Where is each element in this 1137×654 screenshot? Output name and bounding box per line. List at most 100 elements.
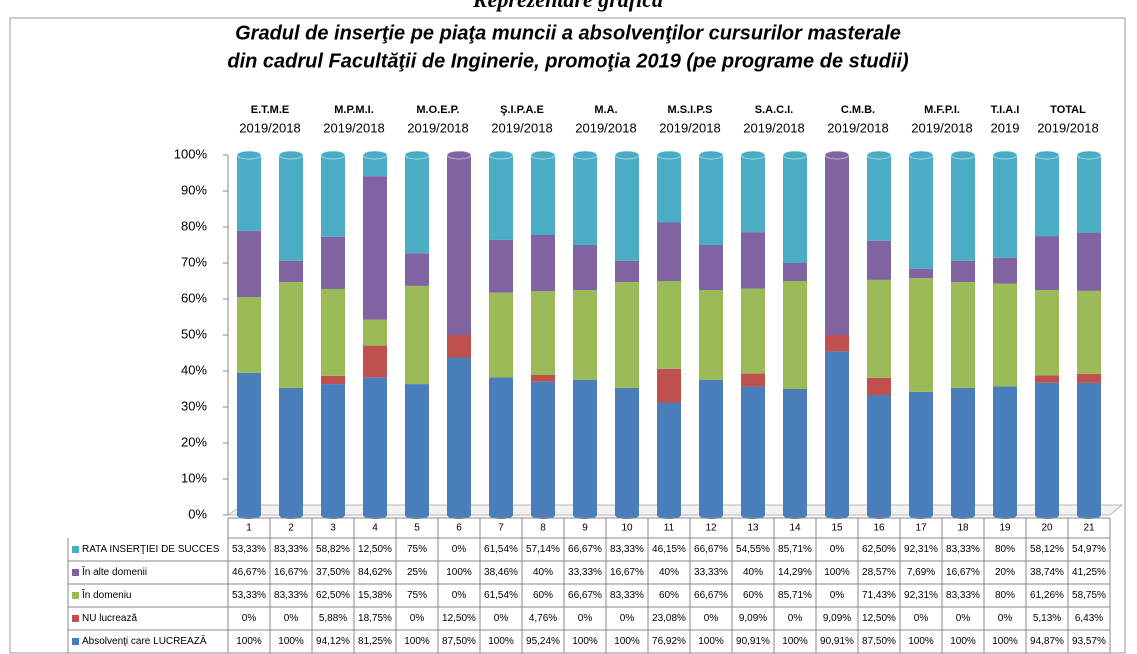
bar-segment <box>321 288 345 376</box>
bar-segment <box>1035 290 1059 376</box>
bar-segment <box>993 386 1017 515</box>
y-tick-label: 50% <box>181 326 207 341</box>
bar-segment <box>699 289 723 381</box>
bar-segment <box>447 335 471 358</box>
bar-segment <box>615 387 639 515</box>
value-label: 83,33% <box>610 590 644 601</box>
bar-segment <box>615 260 639 283</box>
value-label: 0% <box>788 613 803 624</box>
bar-segment <box>363 176 387 320</box>
group-name: T.I.A.I <box>991 104 1020 116</box>
x-tick-label: 3 <box>330 523 336 534</box>
bar-segment <box>657 155 681 223</box>
bar-segment <box>279 282 303 388</box>
bar-segment <box>699 380 723 515</box>
cylinder-cap <box>992 150 1018 160</box>
bar-segment <box>993 283 1017 387</box>
value-label: 75% <box>407 590 427 601</box>
group-name: M.P.M.I. <box>334 104 374 116</box>
bar-segment <box>1077 232 1101 291</box>
bar-segment <box>321 375 345 385</box>
bar-segment <box>867 377 891 395</box>
value-label: 95,24% <box>526 636 560 647</box>
group-name: E.T.M.E <box>251 104 290 116</box>
bar-segment <box>237 297 261 373</box>
value-label: 100% <box>236 636 262 647</box>
value-label: 5,13% <box>1033 613 1061 624</box>
group-year: 2019/2018 <box>743 120 804 135</box>
value-label: 18,75% <box>358 613 392 624</box>
value-label: 0% <box>242 613 257 624</box>
y-tick-label: 10% <box>181 470 207 485</box>
bar-segment <box>993 257 1017 284</box>
value-label: 12,50% <box>862 613 896 624</box>
value-label: 100% <box>698 636 724 647</box>
value-label: 0% <box>620 613 635 624</box>
value-label: 100% <box>782 636 808 647</box>
legend-swatch <box>72 592 79 599</box>
group-year: 2019/2018 <box>491 120 552 135</box>
value-label: 40% <box>533 567 553 578</box>
x-tick-label: 1 <box>246 523 252 534</box>
group-year: 2019/2018 <box>239 120 300 135</box>
value-label: 90,91% <box>820 636 854 647</box>
bar-segment <box>279 260 303 283</box>
group-year: 2019/2018 <box>575 120 636 135</box>
value-label: 83,33% <box>274 590 308 601</box>
value-label: 58,12% <box>1030 544 1064 555</box>
bar-segment <box>489 377 513 515</box>
legend-label: În alte domenii <box>81 565 147 578</box>
value-label: 100% <box>446 567 472 578</box>
cylinder-cap <box>446 150 472 160</box>
value-label: 85,71% <box>778 544 812 555</box>
bar-segment <box>909 155 933 269</box>
legend-label: În domeniu <box>81 588 131 601</box>
group-name: M.F.P.I. <box>924 104 960 116</box>
cylinder-cap <box>1076 150 1102 160</box>
cylinder-cap <box>362 150 388 160</box>
value-label: 23,08% <box>652 613 686 624</box>
value-label: 9,09% <box>739 613 767 624</box>
bar-segment <box>909 278 933 392</box>
cylinder-cap <box>656 150 682 160</box>
value-label: 84,62% <box>358 567 392 578</box>
value-label: 81,25% <box>358 636 392 647</box>
x-tick-label: 11 <box>664 523 675 534</box>
legend-swatch <box>72 569 79 576</box>
bar-segment <box>489 239 513 293</box>
bar-segment <box>1077 155 1101 233</box>
value-label: 4,76% <box>529 613 557 624</box>
value-label: 15,38% <box>358 590 392 601</box>
value-label: 83,33% <box>946 544 980 555</box>
value-label: 60% <box>743 590 763 601</box>
value-label: 0% <box>452 544 467 555</box>
value-label: 76,92% <box>652 636 686 647</box>
value-label: 0% <box>578 613 593 624</box>
value-label: 16,67% <box>946 567 980 578</box>
value-label: 16,67% <box>610 567 644 578</box>
bar-segment <box>405 285 429 385</box>
bar-segment <box>363 345 387 378</box>
value-label: 0% <box>914 613 929 624</box>
value-label: 100% <box>824 567 850 578</box>
bar-segment <box>1077 382 1101 515</box>
group-year: 2019/2018 <box>911 120 972 135</box>
value-label: 75% <box>407 544 427 555</box>
chart-title: Gradul de inserţie pe piaţa muncii a abs… <box>235 22 901 44</box>
x-tick-label: 15 <box>831 523 843 534</box>
bar-segment <box>867 155 891 241</box>
value-label: 83,33% <box>610 544 644 555</box>
value-label: 87,50% <box>862 636 896 647</box>
value-label: 87,50% <box>442 636 476 647</box>
bar-segment <box>825 335 849 352</box>
value-label: 58,82% <box>316 544 350 555</box>
y-tick-label: 40% <box>181 362 207 377</box>
legend-swatch <box>72 638 79 645</box>
value-label: 61,54% <box>484 590 518 601</box>
x-tick-label: 20 <box>1041 523 1053 534</box>
y-tick-label: 30% <box>181 398 207 413</box>
value-label: 0% <box>998 613 1013 624</box>
value-label: 53,33% <box>232 544 266 555</box>
legend-label: NU lucrează <box>82 613 137 624</box>
